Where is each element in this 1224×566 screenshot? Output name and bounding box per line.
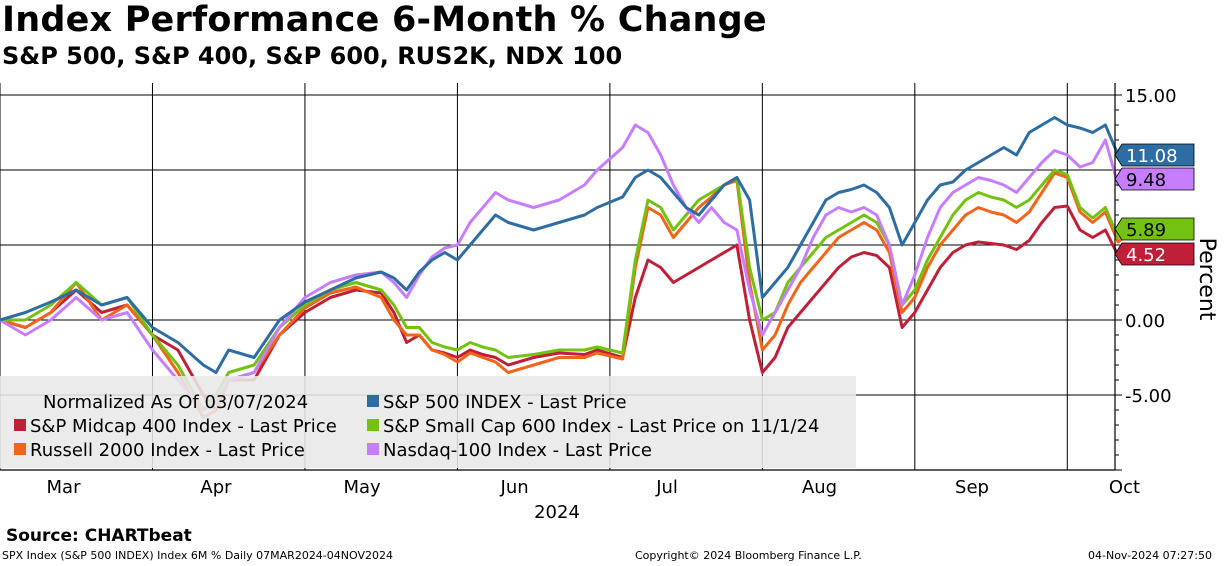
last-value-badges: 11.08 9.48 5.89 4.52 (1114, 143, 1195, 266)
chart-subtitle: S&P 500, S&P 400, S&P 600, RUS2K, NDX 10… (2, 42, 623, 70)
series-line (0, 171, 1132, 419)
y-axis-label: Percent (1194, 238, 1219, 321)
legend: Normalized As Of 03/07/2024 S&P 500 INDEX… (0, 376, 856, 468)
last-value-label: 9.48 (1126, 170, 1166, 191)
last-value-label: 11.08 (1126, 146, 1178, 167)
x-tick-label: Apr (200, 477, 232, 498)
legend-entry: S&P 500 INDEX - Last Price (383, 392, 627, 413)
last-value-badge (1114, 143, 1195, 167)
x-axis-label: 2024 (534, 502, 580, 523)
legend-entry: Russell 2000 Index - Last Price (30, 440, 305, 461)
last-value-label: 4.52 (1126, 245, 1166, 266)
footer-copyright: Copyright© 2024 Bloomberg Finance L.P. (635, 549, 862, 562)
y-tick-label: -5.00 (1125, 386, 1172, 407)
legend-swatch (367, 395, 379, 407)
line-chart: Normalized As Of 03/07/2024 S&P 500 INDEX… (0, 83, 1219, 523)
x-tick-label: Aug (802, 477, 837, 498)
last-value-badge (1114, 167, 1195, 191)
y-tick-label: 0.00 (1125, 311, 1165, 332)
legend-box (0, 376, 856, 468)
legend-entry: S&P Midcap 400 Index - Last Price (30, 416, 337, 437)
x-tick-label: Sep (955, 477, 989, 498)
legend-swatch (367, 443, 379, 455)
series-lines (0, 116, 1132, 419)
legend-swatch (14, 419, 26, 431)
x-tick-label: Jul (655, 477, 678, 498)
chart-title: Index Performance 6-Month % Change (2, 0, 767, 40)
legend-entry: S&P Small Cap 600 Index - Last Price on … (383, 416, 819, 437)
footer-timestamp: 04-Nov-2024 07:27:50 (1088, 549, 1213, 562)
legend-entry: Nasdaq-100 Index - Last Price (383, 440, 652, 461)
footer-description: SPX Index (S&P 500 INDEX) Index 6M % Dai… (2, 549, 393, 562)
last-value-label: 5.89 (1126, 220, 1166, 241)
last-value-badge (1114, 242, 1195, 266)
legend-swatch (14, 443, 26, 455)
y-tick-label: 15.00 (1125, 86, 1177, 107)
legend-swatch (367, 419, 379, 431)
legend-header: Normalized As Of 03/07/2024 (43, 392, 308, 413)
series-line (0, 116, 1131, 374)
x-tick-label: Mar (47, 477, 82, 498)
series-line (0, 123, 1132, 412)
axes: 15.00 0.00 -5.00 Mar Apr May Jun Jul Aug Sep Oct 20… (0, 83, 1219, 523)
last-value-badge (1114, 217, 1195, 241)
x-tick-label: May (344, 477, 382, 498)
source-label: Source: CHARTbeat (6, 526, 192, 546)
x-tick-label: Oct (1109, 477, 1140, 498)
x-tick-label: Jun (500, 477, 529, 498)
